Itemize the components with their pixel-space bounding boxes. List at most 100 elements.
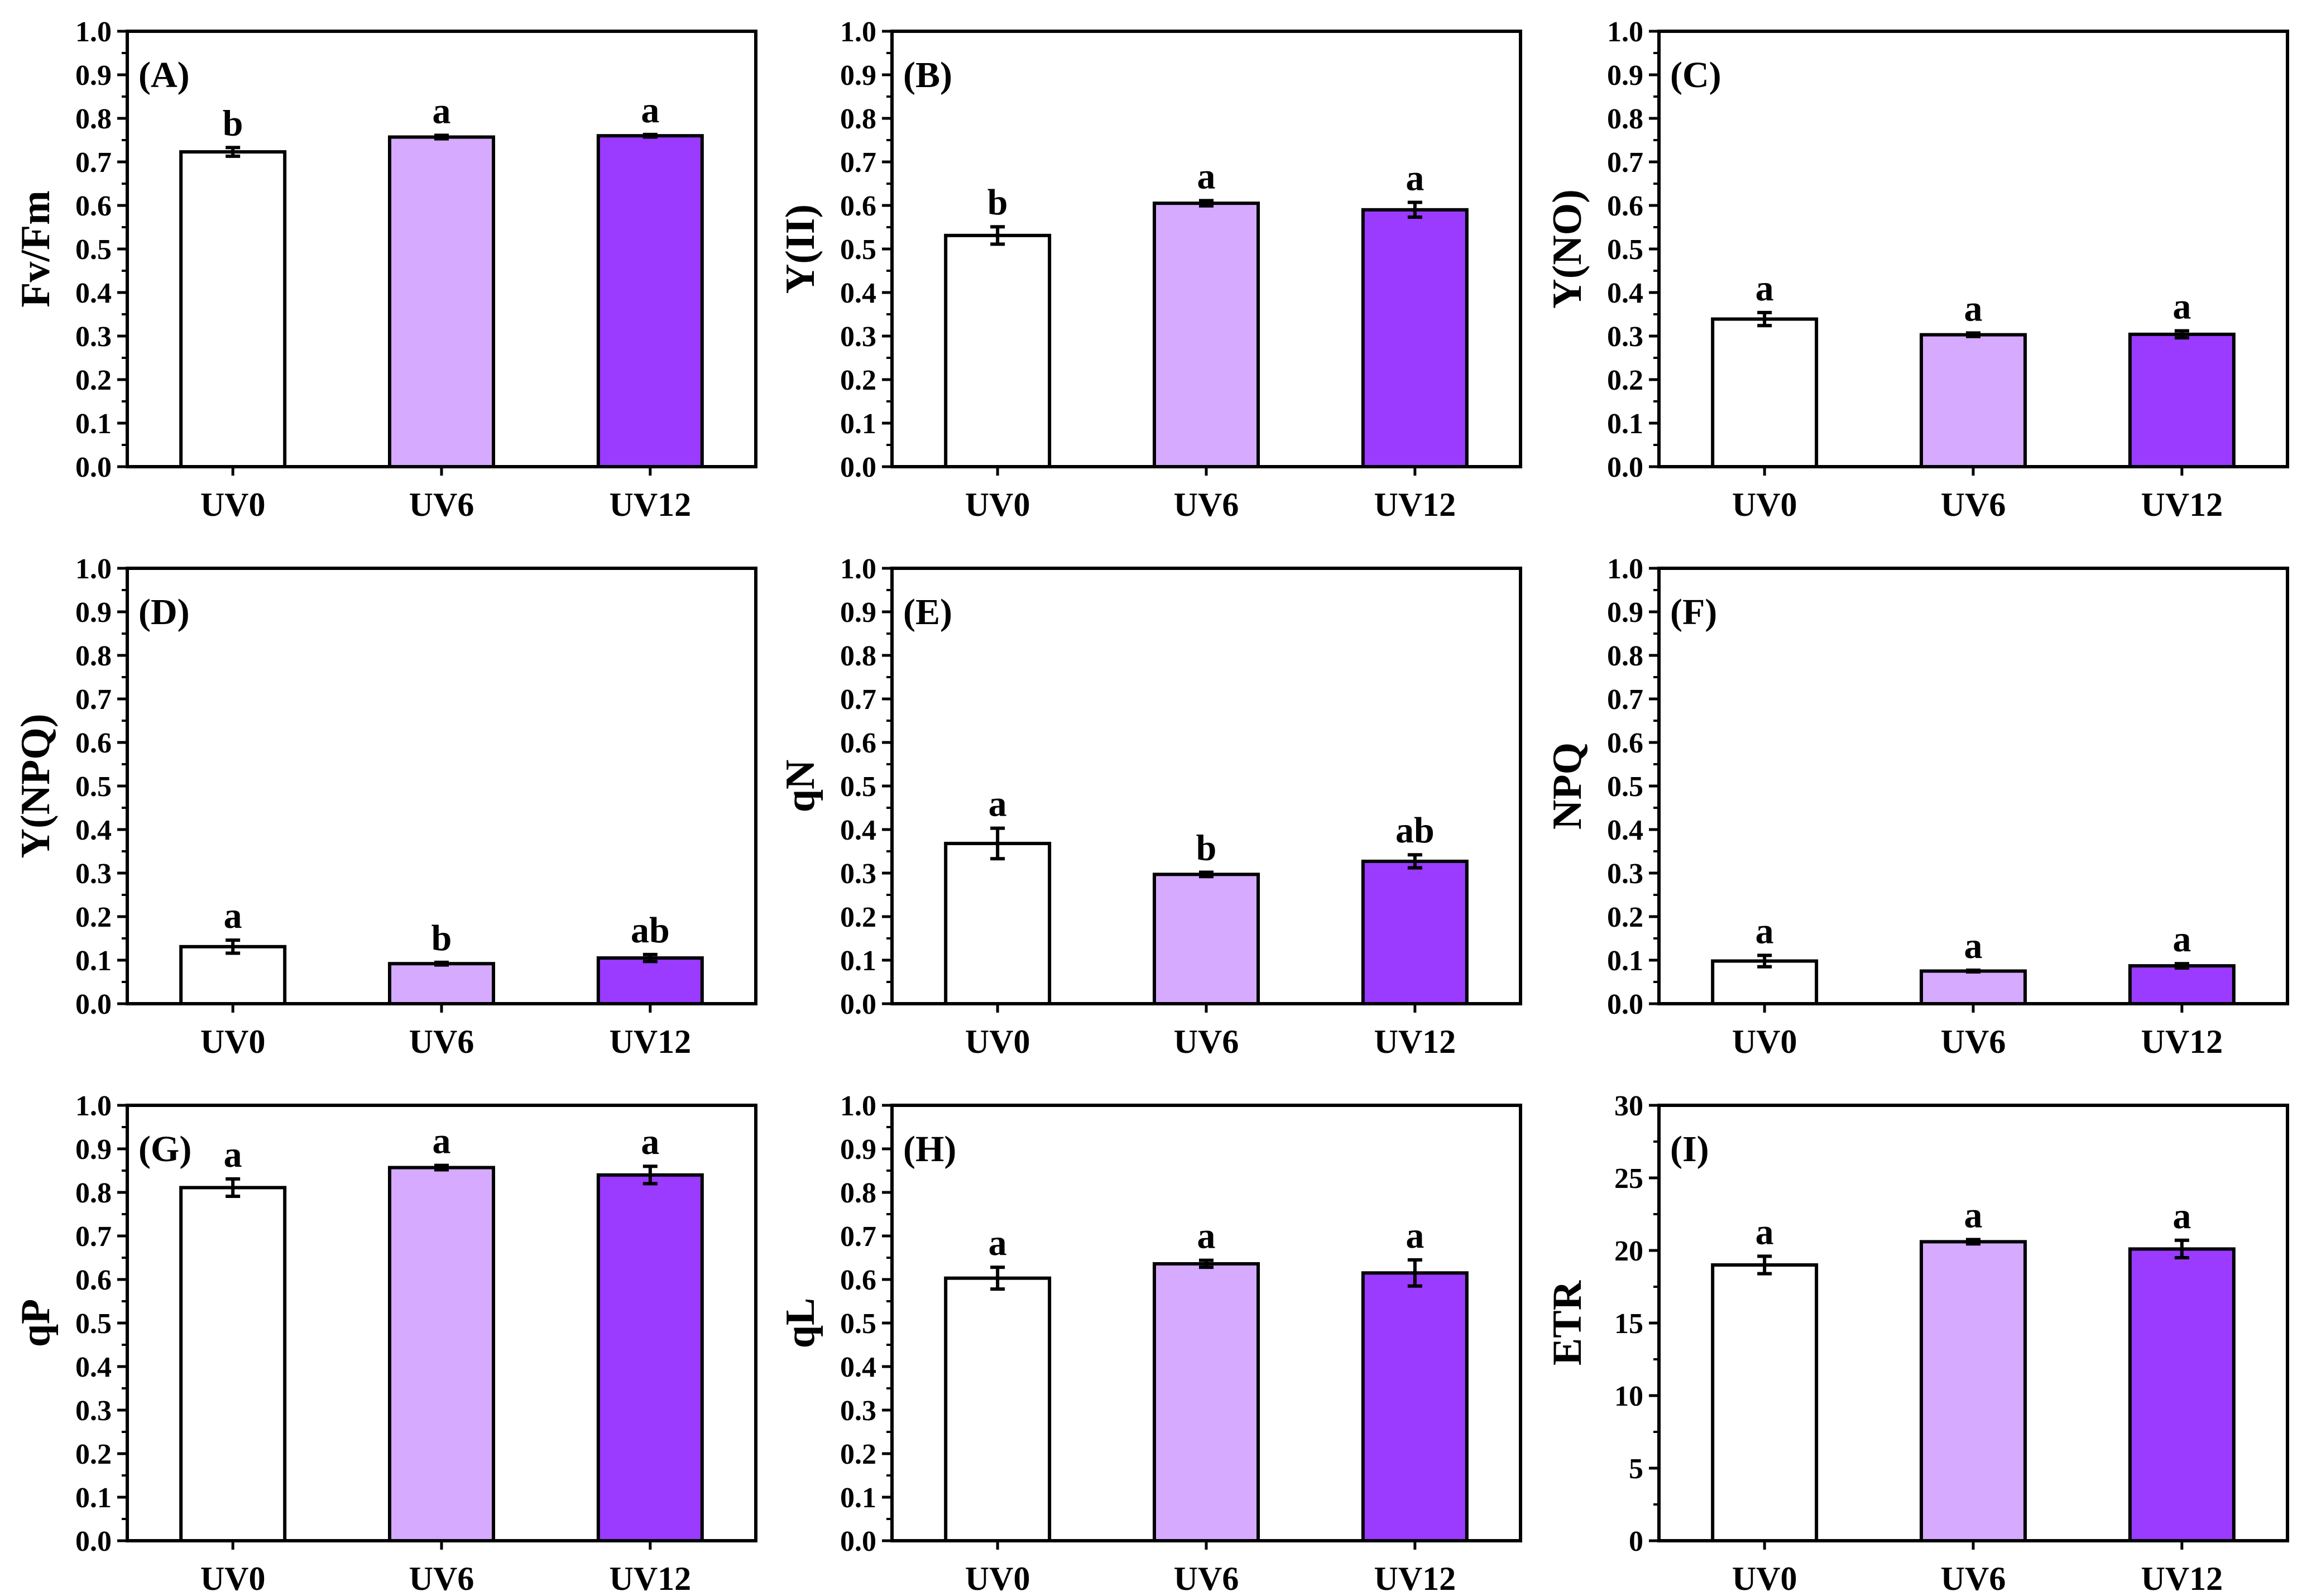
significance-label: a [989, 784, 1007, 825]
x-tick-label: UV12 [1374, 1023, 1456, 1060]
y-tick-label: 0.6 [75, 727, 112, 759]
x-tick-label: UV6 [409, 486, 474, 523]
significance-label: a [641, 90, 659, 131]
y-tick-label: 0.4 [1607, 277, 1643, 309]
y-tick-label: 1.0 [75, 16, 112, 48]
y-tick-label: 0.5 [75, 1308, 112, 1340]
y-tick-label: 0.1 [840, 945, 876, 977]
y-axis-title: NPQ [1545, 742, 1590, 830]
x-tick-label: UV6 [1174, 1560, 1239, 1596]
bar-uv12 [596, 1173, 704, 1543]
y-tick-label: 0.2 [840, 1439, 876, 1470]
y-tick-label: 0.3 [840, 1395, 876, 1427]
y-tick-label: 0.3 [75, 321, 112, 353]
y-tick-label: 20 [1614, 1235, 1643, 1267]
y-tick-label: 0.0 [840, 1526, 876, 1557]
y-tick-label: 0.2 [1607, 365, 1643, 396]
y-tick-label: 0.8 [75, 103, 112, 135]
bar-uv12 [596, 134, 704, 468]
plot-frame [1657, 567, 2289, 1005]
y-tick-label: 0.3 [840, 858, 876, 890]
y-tick-label: 0.9 [840, 1134, 876, 1166]
y-tick-label: 0.2 [1607, 902, 1643, 933]
x-tick-label: UV0 [200, 1560, 266, 1596]
plot-frame [126, 567, 757, 1005]
y-tick-label: 0.9 [75, 597, 112, 629]
y-tick-label: 1.0 [1607, 553, 1643, 585]
significance-label: a [1406, 1215, 1424, 1256]
bar-uv12 [1361, 859, 1469, 1005]
x-tick-label: UV6 [1174, 1023, 1239, 1060]
significance-label: a [1756, 268, 1774, 309]
y-tick-label: 0.0 [1607, 452, 1643, 483]
y-tick-label: 25 [1614, 1163, 1643, 1195]
x-tick-label: UV6 [409, 1023, 474, 1060]
significance-label: a [641, 1121, 659, 1162]
plot-frame [126, 30, 757, 468]
y-tick-label: 0.0 [1607, 989, 1643, 1020]
x-tick-label: UV0 [1732, 1023, 1797, 1060]
bar-uv12 [596, 956, 704, 1005]
y-tick-label: 0.5 [75, 234, 112, 266]
y-tick-label: 0.9 [840, 60, 876, 92]
chart-panel: b UV0 a UV6 a UV12 0.0 0.1 0.2 0.3 0.4 0.5 0.6 0.7 0.8… [778, 16, 1522, 523]
significance-label: a [224, 895, 242, 936]
bar-uv6 [1153, 202, 1260, 468]
y-tick-label: 0.7 [75, 684, 112, 716]
significance-label: a [1964, 1195, 1983, 1236]
y-tick-label: 1.0 [840, 1090, 876, 1122]
y-tick-label: 15 [1614, 1308, 1643, 1340]
y-tick-label: 0.9 [75, 1134, 112, 1166]
significance-label: a [433, 90, 451, 131]
x-tick-label: UV0 [200, 1023, 266, 1060]
y-tick-label: 0.0 [75, 1526, 112, 1557]
y-tick-label: 5 [1629, 1453, 1643, 1485]
bar-uv0 [1711, 1263, 1819, 1542]
y-tick-label: 0.3 [75, 1395, 112, 1427]
bar-uv6 [1920, 1240, 2027, 1542]
y-tick-label: 1.0 [75, 553, 112, 585]
chart-panel: a UV0 a UV6 a UV12 0.0 0.1 0.2 0.3 0.4 0.5 0.6 0.7 0.8… [13, 1090, 757, 1596]
y-tick-label: 0.1 [75, 408, 112, 440]
y-tick-label: 0.6 [840, 727, 876, 759]
panel-label: (H) [903, 1129, 956, 1170]
y-tick-label: 0.8 [75, 1177, 112, 1209]
bar-uv0 [179, 1186, 287, 1542]
y-tick-label: 0.8 [1607, 103, 1643, 135]
x-tick-label: UV0 [200, 486, 266, 523]
y-tick-label: 0.0 [75, 452, 112, 483]
bar-uv0 [944, 233, 1052, 468]
y-tick-label: 0.3 [1607, 321, 1643, 353]
significance-label: b [431, 918, 452, 958]
bar-uv12 [1361, 208, 1469, 468]
y-tick-label: 0.1 [75, 1482, 112, 1514]
y-tick-label: 0 [1629, 1526, 1643, 1557]
bar-uv0 [1711, 317, 1819, 469]
plot-frame [1657, 30, 2289, 468]
y-tick-label: 0.1 [840, 408, 876, 440]
y-tick-label: 1.0 [1607, 16, 1643, 48]
x-tick-label: UV6 [409, 1560, 474, 1596]
panel-label: (B) [903, 55, 952, 95]
y-tick-label: 0.1 [1607, 945, 1643, 977]
y-tick-label: 0.1 [1607, 408, 1643, 440]
chart-panel: a UV0 a UV6 a UV12 0.0 0.1 0.2 0.3 0.4 0.5 0.6 0.7 0.8… [1545, 16, 2289, 523]
chart-panel: b UV0 a UV6 a UV12 0.0 0.1 0.2 0.3 0.4 0.5 0.6 0.7 0.8… [13, 16, 757, 523]
y-tick-label: 1.0 [75, 1090, 112, 1122]
y-tick-label: 0.3 [75, 858, 112, 890]
y-tick-label: 0.8 [840, 103, 876, 135]
significance-label: a [1756, 910, 1774, 951]
significance-label: ab [631, 910, 670, 951]
y-axis-title: ETR [1545, 1279, 1590, 1365]
significance-label: a [224, 1134, 242, 1175]
significance-label: a [1964, 289, 1983, 329]
x-tick-label: UV0 [965, 1023, 1030, 1060]
x-tick-label: UV0 [1732, 486, 1797, 523]
chart-panel: a UV0 a UV6 a UV12 0.0 0.1 0.2 0.3 0.4 0.5 0.6 0.7 0.8… [1545, 553, 2289, 1060]
bar-uv12 [1361, 1271, 1469, 1543]
y-axis-title: Y(II) [778, 204, 823, 294]
significance-label: b [223, 103, 243, 143]
bar-uv0 [179, 945, 287, 1005]
y-tick-label: 0.7 [840, 684, 876, 716]
y-tick-label: 0.2 [75, 902, 112, 933]
